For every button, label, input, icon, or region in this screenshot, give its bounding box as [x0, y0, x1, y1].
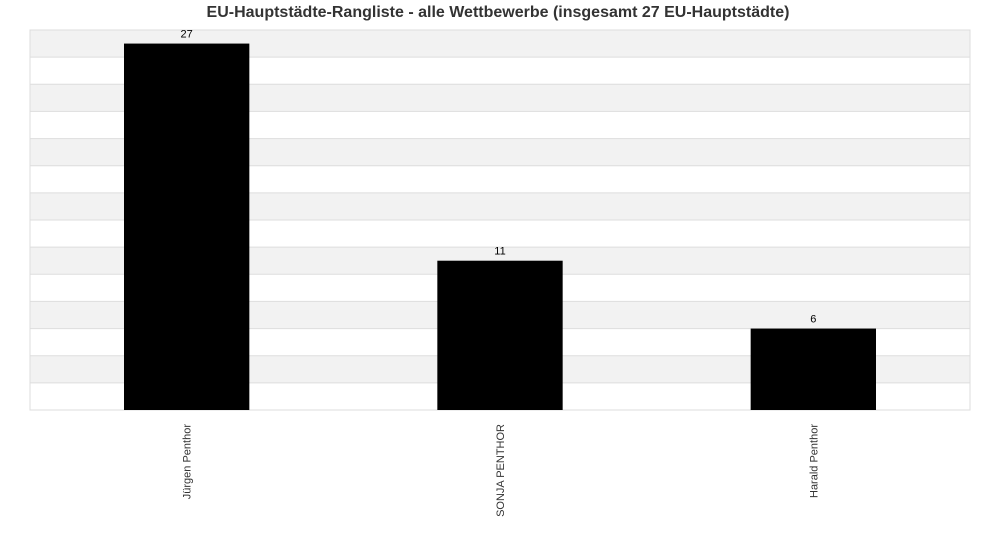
- chart-title: EU-Hauptstädte-Rangliste - alle Wettbewe…: [207, 4, 790, 21]
- bar: [124, 43, 250, 410]
- x-tick-label: Jürgen Penthor: [182, 424, 194, 500]
- value-label: 27: [181, 29, 193, 41]
- x-tick-label: Harald Penthor: [808, 424, 820, 498]
- value-label: 6: [810, 314, 816, 326]
- bar: [437, 260, 563, 410]
- x-tick-label: SONJA PENTHOR: [495, 424, 507, 517]
- bar: [750, 328, 876, 410]
- value-label: 11: [494, 246, 505, 258]
